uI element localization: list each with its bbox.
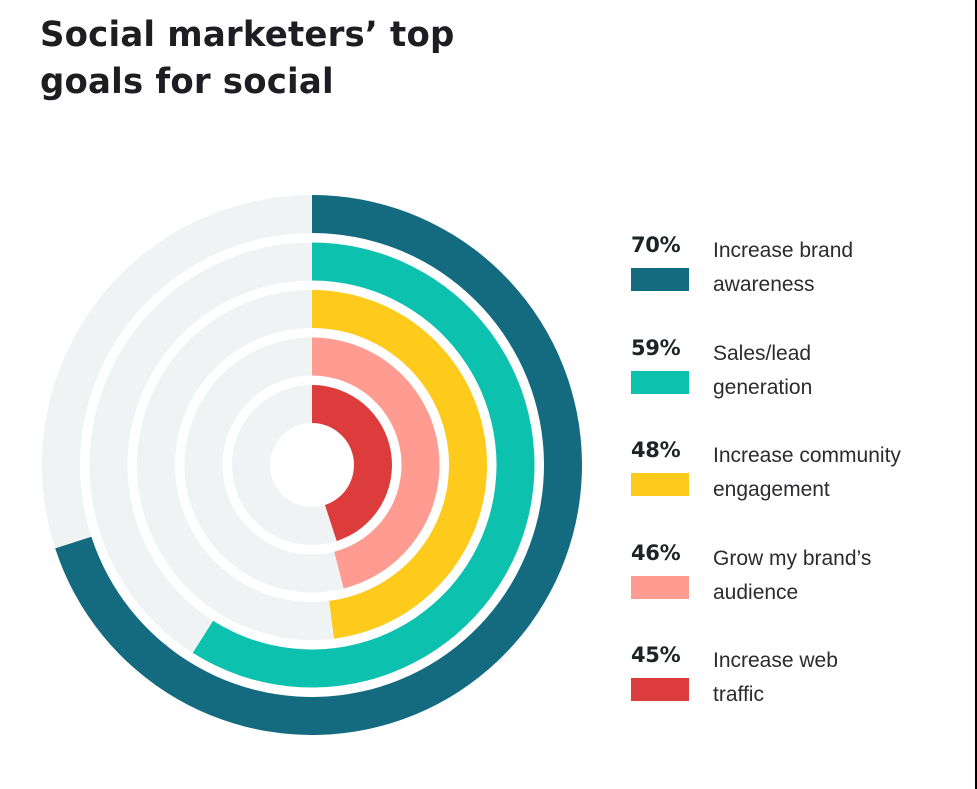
legend-color-swatch bbox=[631, 678, 689, 701]
legend-color-swatch bbox=[631, 268, 689, 291]
legend-label-line-2: generation bbox=[713, 375, 813, 399]
legend-color-swatch bbox=[631, 370, 689, 394]
legend-item: 59% Sales/lead generation bbox=[631, 333, 951, 413]
ring-bar bbox=[192, 242, 535, 688]
legend-label: Increase web traffic bbox=[713, 644, 838, 712]
legend-item: 70% Increase brand awareness bbox=[631, 230, 951, 310]
legend-label-line-2: traffic bbox=[713, 683, 764, 706]
legend-color-swatch bbox=[631, 473, 689, 496]
legend-label: Grow my brand’s audience bbox=[713, 542, 871, 610]
legend-label-line-1: Sales/lead bbox=[713, 341, 812, 365]
frame-border bbox=[975, 0, 977, 789]
chart-title: Social marketers’ top goals for social bbox=[40, 12, 454, 106]
legend-percentage: 48% bbox=[631, 438, 681, 462]
chart-title-line-1: Social marketers’ top bbox=[40, 15, 455, 55]
legend-percentage: 59% bbox=[631, 335, 681, 360]
ring-bar bbox=[312, 337, 440, 589]
legend-label: Sales/lead generation bbox=[713, 337, 812, 405]
legend-item: 46% Grow my brand’s audience bbox=[631, 538, 951, 618]
legend-label: Increase community engagement bbox=[713, 439, 901, 507]
legend-label: Increase brand awareness bbox=[713, 234, 853, 302]
legend-label-line-2: audience bbox=[713, 580, 799, 604]
legend-label-line-1: Increase brand bbox=[713, 239, 854, 262]
legend-label-line-2: awareness bbox=[713, 273, 815, 296]
legend-label-line-1: Increase community bbox=[713, 444, 901, 467]
legend-item: 48% Increase community engagement bbox=[631, 435, 951, 515]
legend-label-line-2: engagement bbox=[713, 478, 830, 501]
legend-percentage: 70% bbox=[631, 233, 681, 257]
legend-percentage: 46% bbox=[631, 540, 681, 565]
legend-color-swatch bbox=[631, 575, 689, 599]
legend-item: 45% Increase web traffic bbox=[631, 640, 951, 720]
ring-bar bbox=[312, 385, 393, 542]
legend-label-line-1: Grow my brand’s bbox=[713, 546, 872, 570]
legend-label-line-1: Increase web bbox=[713, 649, 838, 672]
legend-percentage: 45% bbox=[631, 643, 681, 667]
chart-title-line-2: goals for social bbox=[40, 62, 334, 102]
ring-bar bbox=[312, 290, 487, 639]
